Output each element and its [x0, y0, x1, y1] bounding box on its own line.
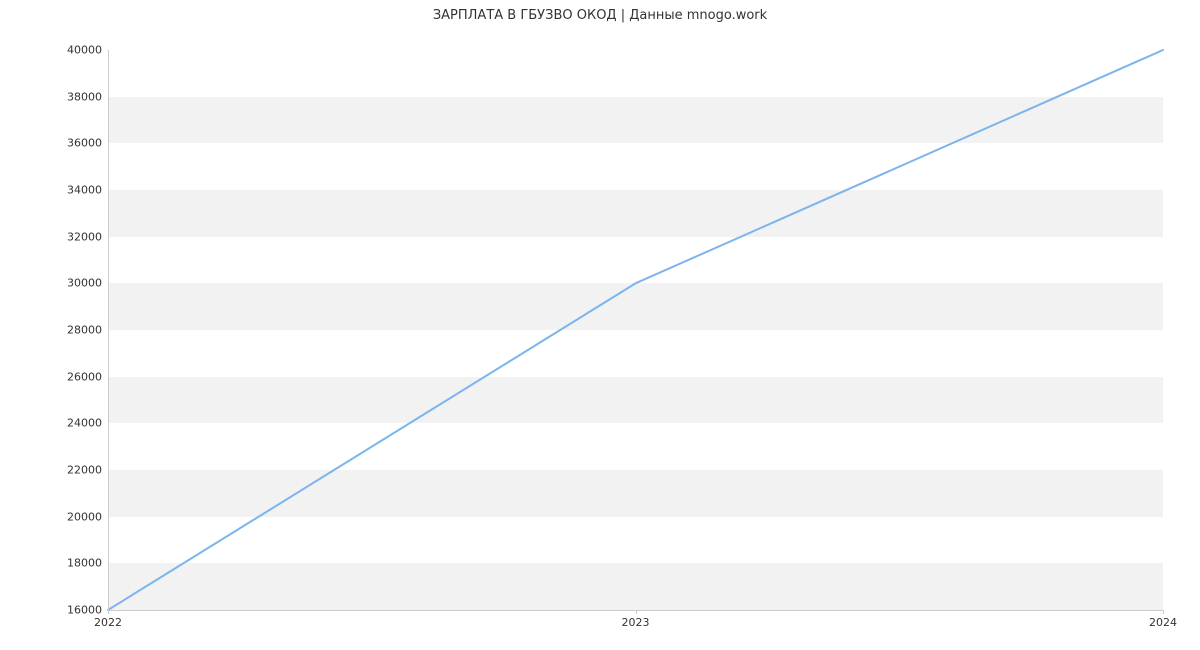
y-axis-line	[108, 50, 109, 610]
y-tick-label: 22000	[67, 464, 102, 477]
y-tick-label: 28000	[67, 324, 102, 337]
x-tick-mark	[1163, 610, 1164, 614]
y-tick-label: 36000	[67, 137, 102, 150]
chart-container: ЗАРПЛАТА В ГБУЗВО ОКОД | Данные mnogo.wo…	[0, 0, 1200, 650]
y-tick-label: 32000	[67, 230, 102, 243]
x-tick-mark	[636, 610, 637, 614]
y-tick-label: 40000	[67, 44, 102, 57]
line-layer	[108, 50, 1163, 610]
plot-area: 1600018000200002200024000260002800030000…	[108, 50, 1163, 610]
x-tick-mark	[108, 610, 109, 614]
chart-title: ЗАРПЛАТА В ГБУЗВО ОКОД | Данные mnogo.wo…	[0, 8, 1200, 23]
y-tick-label: 26000	[67, 370, 102, 383]
y-tick-label: 18000	[67, 557, 102, 570]
y-tick-label: 34000	[67, 184, 102, 197]
y-tick-label: 24000	[67, 417, 102, 430]
y-tick-label: 30000	[67, 277, 102, 290]
series-line	[108, 50, 1163, 610]
x-tick-label: 2023	[622, 616, 650, 629]
x-tick-label: 2022	[94, 616, 122, 629]
y-tick-label: 38000	[67, 90, 102, 103]
x-tick-label: 2024	[1149, 616, 1177, 629]
y-tick-label: 16000	[67, 604, 102, 617]
y-tick-label: 20000	[67, 510, 102, 523]
